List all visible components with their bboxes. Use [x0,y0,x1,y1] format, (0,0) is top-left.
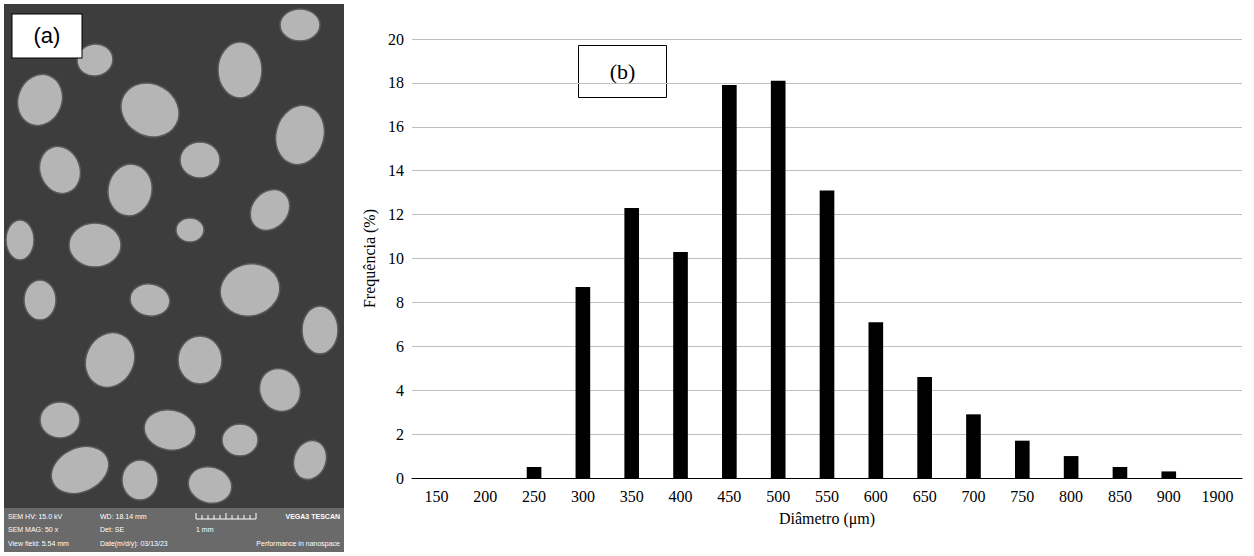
svg-text:500: 500 [766,488,790,505]
svg-text:WD: 18.14 mm: WD: 18.14 mm [100,513,147,520]
svg-text:Performance in nanospace: Performance in nanospace [256,540,340,548]
svg-text:4: 4 [396,382,404,399]
svg-text:18: 18 [388,74,404,91]
svg-text:850: 850 [1108,488,1132,505]
svg-text:1 mm: 1 mm [196,526,214,533]
svg-text:300: 300 [571,488,595,505]
svg-text:350: 350 [620,488,644,505]
svg-text:2: 2 [396,426,404,443]
svg-text:400: 400 [669,488,693,505]
svg-text:12: 12 [388,206,404,223]
svg-text:900: 900 [1157,488,1181,505]
svg-text:750: 750 [1010,488,1034,505]
svg-text:6: 6 [396,338,404,355]
svg-text:14: 14 [388,162,404,179]
svg-text:450: 450 [717,488,741,505]
svg-text:Date(m/d/y): 03/13/23: Date(m/d/y): 03/13/23 [100,540,168,548]
svg-text:250: 250 [522,488,546,505]
svg-text:(a): (a) [34,23,61,48]
svg-text:VEGA3 TESCAN: VEGA3 TESCAN [286,513,340,520]
svg-text:200: 200 [473,488,497,505]
svg-text:700: 700 [961,488,985,505]
svg-text:8: 8 [396,294,404,311]
svg-text:550: 550 [815,488,839,505]
svg-text:SEM MAG: 50 x: SEM MAG: 50 x [8,526,59,533]
svg-text:View field: 5.54 mm: View field: 5.54 mm [8,540,69,547]
svg-text:0: 0 [396,470,404,487]
svg-text:Det: SE: Det: SE [100,526,124,533]
svg-text:150: 150 [424,488,448,505]
svg-text:Diâmetro (μm): Diâmetro (μm) [779,510,875,528]
svg-text:800: 800 [1059,488,1083,505]
svg-text:1900: 1900 [1202,488,1234,505]
svg-text:20: 20 [388,31,404,48]
svg-text:650: 650 [913,488,937,505]
svg-text:10: 10 [388,250,404,267]
svg-text:600: 600 [864,488,888,505]
svg-text:Frequência (%): Frequência (%) [361,209,379,308]
svg-text:SEM HV: 15.0 kV: SEM HV: 15.0 kV [8,513,63,520]
svg-text:(b): (b) [610,59,636,84]
svg-text:16: 16 [388,118,404,135]
